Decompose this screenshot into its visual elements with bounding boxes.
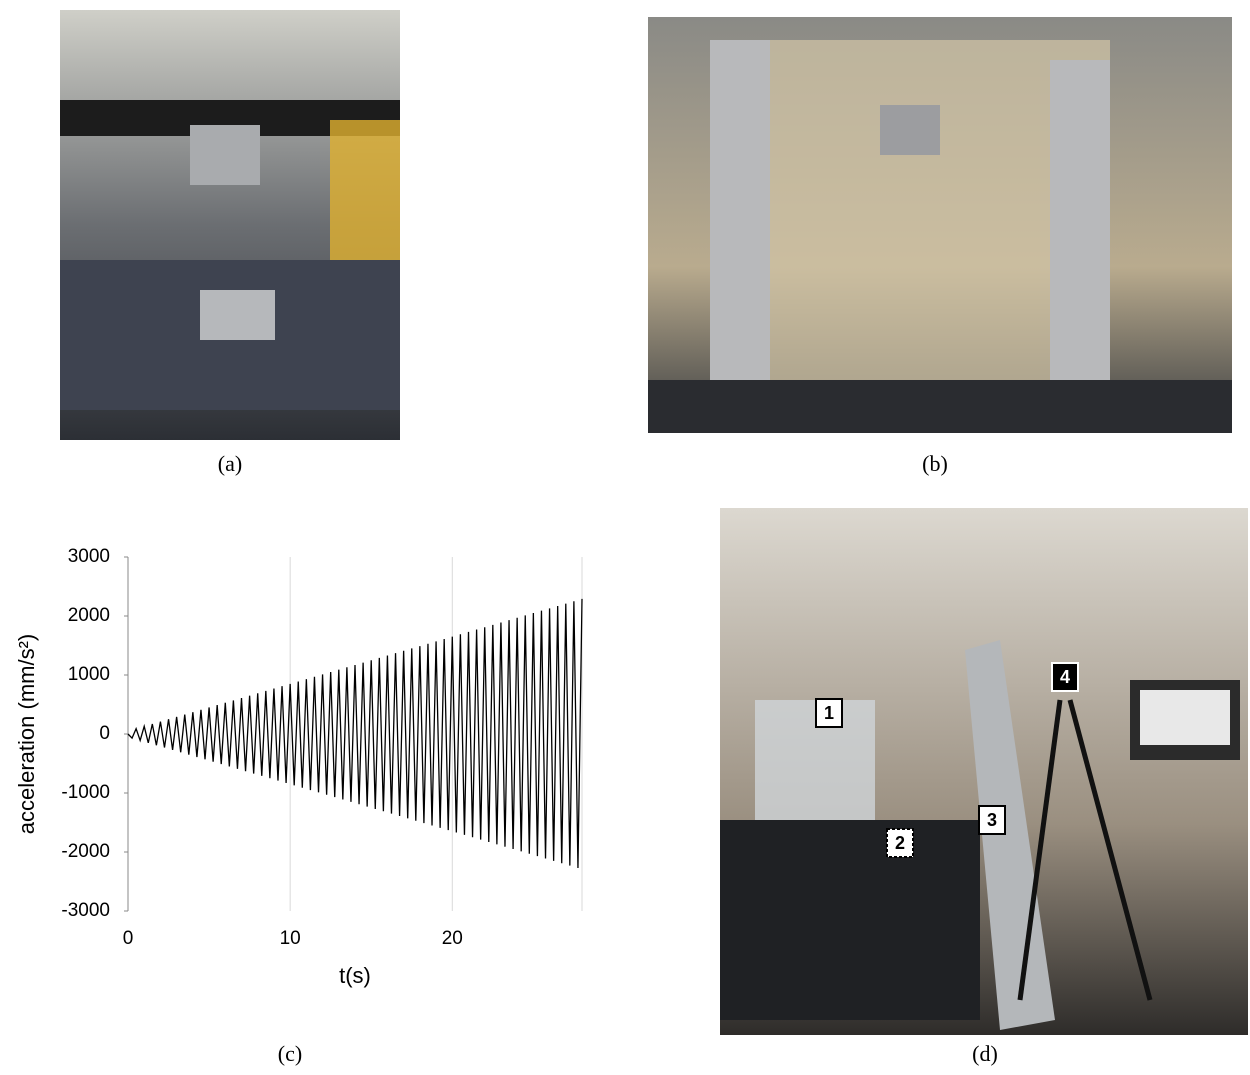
page: (a) (b) (c) (d) 1 2 3 4 t(s) acceleratio… [0,0,1250,1075]
y-tick-label: 3000 [68,546,110,567]
x-tick-label: 0 [123,928,134,949]
y-tick-label: 0 [99,723,110,744]
y-tick-label: -2000 [61,841,110,862]
photo-label: 3 [987,810,997,830]
photo-a [60,10,400,440]
x-tick-label: 20 [442,928,463,949]
photo-label: 4 [1060,667,1070,687]
x-tick-label: 10 [280,928,301,949]
y-tick-label: 2000 [68,605,110,626]
x-axis-title: t(s) [339,963,371,988]
photo-d [720,508,1248,1035]
chart-c: t(s) acceleration (mm/s²) 0 10 20 -3000 -200… [14,546,582,988]
y-axis-title: acceleration (mm/s²) [14,634,39,834]
caption: (b) [922,451,948,476]
photo-label: 1 [824,703,834,723]
y-tick-label: 1000 [68,664,110,685]
y-tick-label: -3000 [61,900,110,921]
y-tick-label: -1000 [61,782,110,803]
photo-b [648,17,1232,433]
photo-label: 2 [895,833,905,853]
caption: (c) [278,1041,302,1066]
caption: (a) [218,451,242,476]
series-line [128,599,582,868]
figure: (a) (b) (c) (d) 1 2 3 4 t(s) acceleratio… [0,0,1250,1070]
caption: (d) [972,1041,998,1066]
